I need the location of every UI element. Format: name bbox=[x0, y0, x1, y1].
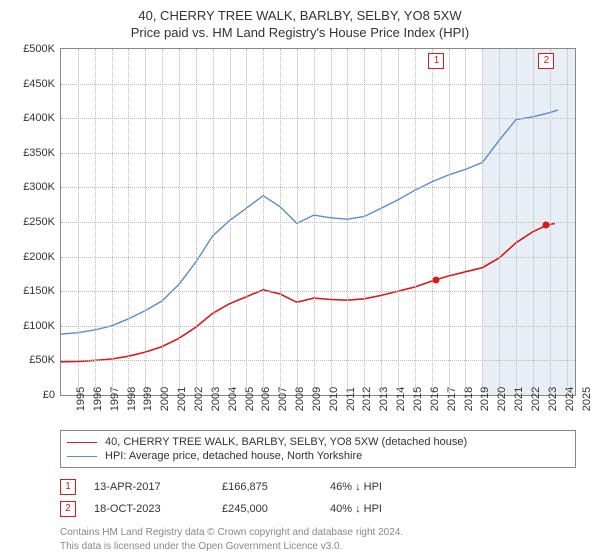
sale-marker-point bbox=[543, 222, 550, 229]
gridline-v bbox=[364, 49, 365, 395]
gridline-h bbox=[61, 187, 575, 188]
sale-marker-point bbox=[433, 276, 440, 283]
sale-marker-box: 1 bbox=[428, 53, 444, 69]
gridline-v bbox=[230, 49, 231, 395]
gridline-v bbox=[533, 49, 534, 395]
gridline-v bbox=[263, 49, 264, 395]
y-axis-label: £50K bbox=[29, 354, 55, 366]
y-axis-label: £300K bbox=[23, 181, 55, 193]
gridline-v bbox=[449, 49, 450, 395]
legend-label: 40, CHERRY TREE WALK, BARLBY, SELBY, YO8… bbox=[105, 436, 467, 448]
chart-subtitle: Price paid vs. HM Land Registry's House … bbox=[12, 25, 588, 40]
gridline-v bbox=[280, 49, 281, 395]
footnote-line: This data is licensed under the Open Gov… bbox=[60, 540, 576, 554]
y-axis-label: £350K bbox=[23, 147, 55, 159]
gridline-h bbox=[61, 257, 575, 258]
gridline-v bbox=[415, 49, 416, 395]
gridline-v bbox=[78, 49, 79, 395]
sale-price: £245,000 bbox=[222, 503, 312, 515]
gridline-v bbox=[567, 49, 568, 395]
gridline-h bbox=[61, 84, 575, 85]
gridline-h bbox=[61, 118, 575, 119]
sales-table: 1 13-APR-2017 £166,875 46% ↓ HPI 2 18-OCT-202… bbox=[60, 476, 576, 520]
legend-swatch bbox=[67, 456, 97, 457]
gridline-h bbox=[61, 291, 575, 292]
sale-date: 13-APR-2017 bbox=[94, 481, 204, 493]
gridline-v bbox=[347, 49, 348, 395]
gridline-v bbox=[482, 49, 483, 395]
gridline-v bbox=[95, 49, 96, 395]
legend: 40, CHERRY TREE WALK, BARLBY, SELBY, YO8… bbox=[60, 430, 576, 468]
gridline-v bbox=[550, 49, 551, 395]
chart-titles: 40, CHERRY TREE WALK, BARLBY, SELBY, YO8… bbox=[12, 8, 588, 40]
gridline-v bbox=[196, 49, 197, 395]
series-line-property bbox=[61, 223, 555, 361]
gridline-v bbox=[499, 49, 500, 395]
y-axis-label: £250K bbox=[23, 216, 55, 228]
legend-swatch bbox=[67, 442, 97, 443]
gridline-v bbox=[112, 49, 113, 395]
gridline-v bbox=[213, 49, 214, 395]
footnote: Contains HM Land Registry data © Crown c… bbox=[60, 526, 576, 553]
y-axis-label: £0 bbox=[43, 389, 55, 401]
gridline-v bbox=[516, 49, 517, 395]
gridline-v bbox=[398, 49, 399, 395]
x-axis-label: 2025 bbox=[567, 387, 593, 411]
sale-marker-box: 2 bbox=[538, 53, 554, 69]
gridline-v bbox=[432, 49, 433, 395]
gridline-h bbox=[61, 326, 575, 327]
gridline-v bbox=[145, 49, 146, 395]
gridline-h bbox=[61, 222, 575, 223]
sale-marker-ref: 1 bbox=[60, 479, 76, 495]
sale-price: £166,875 bbox=[222, 481, 312, 493]
sale-row: 1 13-APR-2017 £166,875 46% ↓ HPI bbox=[60, 476, 576, 498]
chart-container: 40, CHERRY TREE WALK, BARLBY, SELBY, YO8… bbox=[0, 0, 600, 560]
gridline-v bbox=[465, 49, 466, 395]
gridline-v bbox=[246, 49, 247, 395]
footnote-line: Contains HM Land Registry data © Crown c… bbox=[60, 526, 576, 540]
gridline-v bbox=[162, 49, 163, 395]
sale-row: 2 18-OCT-2023 £245,000 40% ↓ HPI bbox=[60, 498, 576, 520]
sale-marker-ref: 2 bbox=[60, 501, 76, 517]
gridline-v bbox=[331, 49, 332, 395]
legend-item: 40, CHERRY TREE WALK, BARLBY, SELBY, YO8… bbox=[67, 435, 569, 449]
gridline-v bbox=[128, 49, 129, 395]
gridline-v bbox=[381, 49, 382, 395]
y-axis-label: £450K bbox=[23, 78, 55, 90]
gridline-v bbox=[297, 49, 298, 395]
sale-diff: 46% ↓ HPI bbox=[330, 481, 430, 493]
gridline-v bbox=[314, 49, 315, 395]
legend-label: HPI: Average price, detached house, Nort… bbox=[105, 450, 362, 462]
gridline-v bbox=[179, 49, 180, 395]
y-axis-label: £200K bbox=[23, 251, 55, 263]
y-axis-label: £400K bbox=[23, 112, 55, 124]
y-axis-label: £150K bbox=[23, 285, 55, 297]
y-axis-label: £100K bbox=[23, 320, 55, 332]
plot-area: £0£50K£100K£150K£200K£250K£300K£350K£400… bbox=[60, 48, 576, 396]
sale-date: 18-OCT-2023 bbox=[94, 503, 204, 515]
legend-item: HPI: Average price, detached house, Nort… bbox=[67, 449, 569, 463]
y-axis-label: £500K bbox=[23, 43, 55, 55]
gridline-h bbox=[61, 360, 575, 361]
chart-title: 40, CHERRY TREE WALK, BARLBY, SELBY, YO8… bbox=[12, 8, 588, 23]
gridline-h bbox=[61, 153, 575, 154]
sale-diff: 40% ↓ HPI bbox=[330, 503, 430, 515]
